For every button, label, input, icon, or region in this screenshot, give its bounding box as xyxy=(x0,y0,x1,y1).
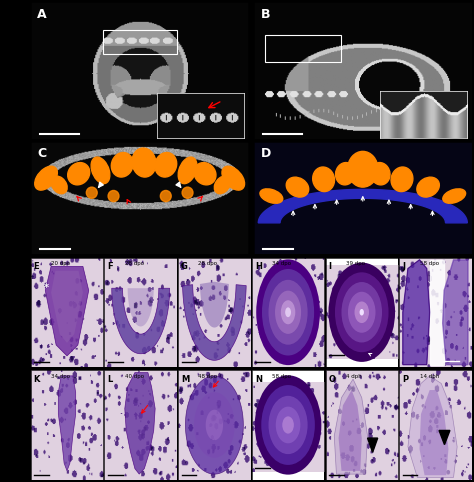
Ellipse shape xyxy=(111,152,133,177)
Bar xyxy=(265,35,341,63)
Text: K: K xyxy=(34,375,40,384)
Polygon shape xyxy=(58,376,76,471)
Text: 39 dpo: 39 dpo xyxy=(346,261,365,266)
Ellipse shape xyxy=(391,167,413,191)
Ellipse shape xyxy=(283,416,294,434)
Ellipse shape xyxy=(155,152,177,177)
Ellipse shape xyxy=(360,309,364,316)
Ellipse shape xyxy=(370,162,390,185)
Text: 20 dpo: 20 dpo xyxy=(51,261,70,266)
Polygon shape xyxy=(194,392,235,458)
Polygon shape xyxy=(51,271,83,343)
Polygon shape xyxy=(185,376,243,474)
Ellipse shape xyxy=(341,282,382,343)
Ellipse shape xyxy=(35,166,57,190)
Text: C: C xyxy=(37,147,46,160)
Ellipse shape xyxy=(68,162,90,185)
Text: A: A xyxy=(37,8,47,21)
Polygon shape xyxy=(200,281,229,328)
Text: I: I xyxy=(328,262,331,271)
Text: 58 dpo: 58 dpo xyxy=(272,374,291,379)
Ellipse shape xyxy=(285,308,291,317)
Ellipse shape xyxy=(262,269,314,356)
Text: 4 dph: 4 dph xyxy=(346,374,362,379)
Ellipse shape xyxy=(182,187,193,198)
Ellipse shape xyxy=(160,190,171,201)
Ellipse shape xyxy=(276,407,301,443)
Ellipse shape xyxy=(313,167,335,191)
Text: P: P xyxy=(402,375,408,384)
Ellipse shape xyxy=(281,300,295,324)
Ellipse shape xyxy=(260,189,283,203)
Ellipse shape xyxy=(261,385,315,465)
Polygon shape xyxy=(112,288,170,354)
Polygon shape xyxy=(338,390,362,471)
Text: E: E xyxy=(34,262,39,271)
Ellipse shape xyxy=(194,162,216,185)
Ellipse shape xyxy=(132,148,156,177)
Polygon shape xyxy=(443,260,468,365)
Text: L: L xyxy=(108,375,113,384)
Ellipse shape xyxy=(328,263,395,362)
Ellipse shape xyxy=(443,189,465,203)
Text: F: F xyxy=(108,262,113,271)
Text: 34 dpo: 34 dpo xyxy=(51,374,70,379)
Polygon shape xyxy=(125,373,155,474)
Ellipse shape xyxy=(275,291,301,334)
Ellipse shape xyxy=(256,259,320,365)
Text: *: * xyxy=(44,283,49,293)
Text: H: H xyxy=(255,262,262,271)
Ellipse shape xyxy=(335,272,389,352)
Polygon shape xyxy=(182,285,246,361)
Polygon shape xyxy=(408,376,457,477)
Ellipse shape xyxy=(51,176,67,194)
Polygon shape xyxy=(206,410,223,440)
Bar xyxy=(103,30,177,54)
Ellipse shape xyxy=(286,177,309,197)
Ellipse shape xyxy=(347,151,378,187)
Polygon shape xyxy=(334,379,367,474)
Ellipse shape xyxy=(91,157,110,184)
Ellipse shape xyxy=(355,301,369,323)
Ellipse shape xyxy=(178,157,197,184)
Polygon shape xyxy=(429,260,444,365)
Ellipse shape xyxy=(108,190,119,201)
Text: 28 dpo: 28 dpo xyxy=(125,261,144,266)
Text: 48 dpo: 48 dpo xyxy=(199,374,218,379)
Ellipse shape xyxy=(214,176,230,194)
Polygon shape xyxy=(439,430,450,444)
Ellipse shape xyxy=(222,166,245,190)
Polygon shape xyxy=(403,260,429,365)
Polygon shape xyxy=(419,390,448,475)
Text: 34 dpo: 34 dpo xyxy=(272,261,291,266)
Text: 40 dpo: 40 dpo xyxy=(125,374,144,379)
Text: 14 dph: 14 dph xyxy=(419,374,439,379)
Text: G: G xyxy=(181,262,188,271)
Text: O: O xyxy=(328,375,336,384)
Text: 58 dpo: 58 dpo xyxy=(419,261,438,266)
Polygon shape xyxy=(128,288,154,326)
Text: J: J xyxy=(402,262,405,271)
Ellipse shape xyxy=(336,162,355,185)
Polygon shape xyxy=(258,189,467,223)
Ellipse shape xyxy=(417,177,439,197)
Text: D: D xyxy=(261,147,271,160)
Ellipse shape xyxy=(255,375,321,475)
Polygon shape xyxy=(46,267,89,356)
Ellipse shape xyxy=(268,280,308,345)
Ellipse shape xyxy=(268,396,308,454)
Ellipse shape xyxy=(86,187,97,198)
Text: 28 dpo: 28 dpo xyxy=(199,261,218,266)
Ellipse shape xyxy=(348,292,375,333)
Text: M: M xyxy=(181,375,189,384)
Text: B: B xyxy=(261,8,270,21)
Text: N: N xyxy=(255,375,262,384)
Polygon shape xyxy=(367,438,378,452)
